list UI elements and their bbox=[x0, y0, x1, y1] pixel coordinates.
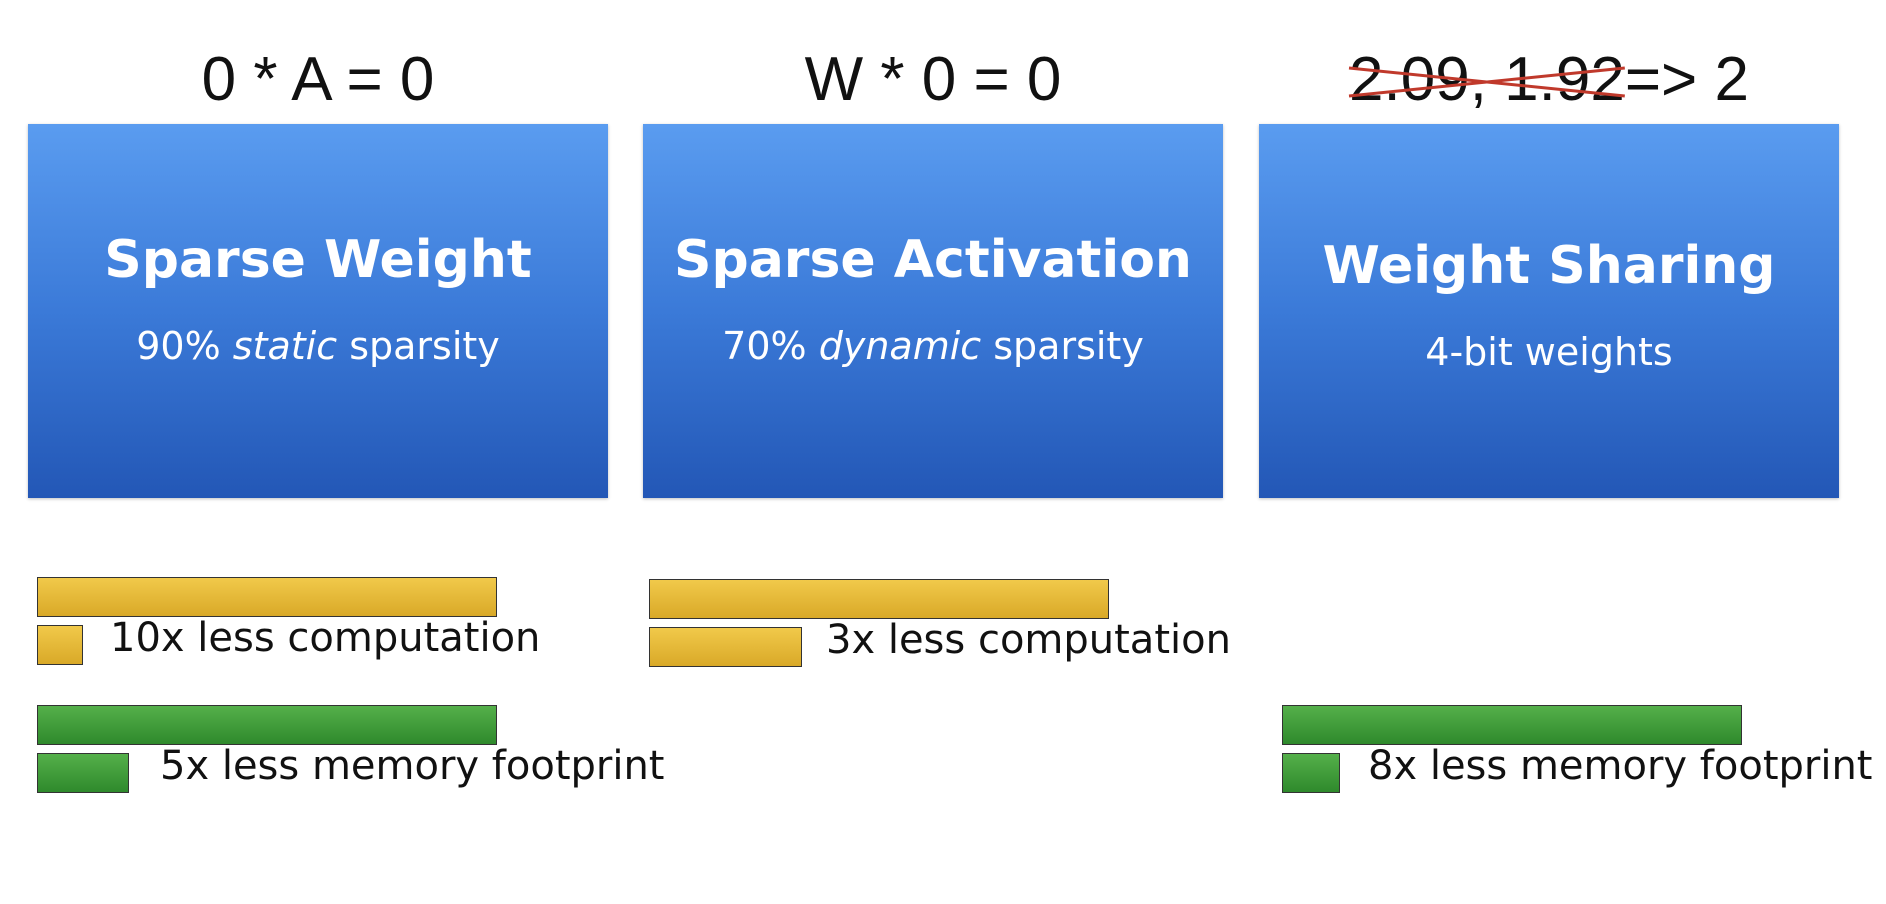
equation-zero-activation: 0 * A = 0 bbox=[201, 45, 435, 114]
computation-baseline-bar bbox=[649, 579, 1109, 619]
panel-title: Weight Sharing bbox=[1322, 236, 1776, 296]
memory-reduced-bar bbox=[37, 753, 129, 793]
struck-values: 2.09, 1.92 bbox=[1349, 40, 1625, 120]
panel-weight-sharing: Weight Sharing 4-bit weights bbox=[1259, 124, 1839, 498]
panel-sparse-activation: Sparse Activation 70% dynamic sparsity bbox=[643, 124, 1223, 498]
panel-subtitle: 70% dynamic sparsity bbox=[722, 324, 1144, 368]
computation-label: 3x less computation bbox=[826, 617, 1231, 663]
memory-baseline-bar bbox=[1282, 705, 1742, 745]
computation-baseline-bar bbox=[37, 577, 497, 617]
panel-subtitle: 4-bit weights bbox=[1425, 330, 1673, 374]
computation-label: 10x less computation bbox=[110, 615, 541, 661]
struck-values-text: 2.09, 1.92 bbox=[1349, 45, 1625, 114]
memory-label: 5x less memory footprint bbox=[160, 743, 665, 789]
memory-baseline-bar bbox=[37, 705, 497, 745]
equation-result: => 2 bbox=[1624, 45, 1749, 114]
equation-zero-weight: W * 0 = 0 bbox=[804, 45, 1062, 114]
strike-cross-icon bbox=[1349, 40, 1625, 120]
equation-weight-sharing: 2.09, 1.92 => 2 bbox=[1259, 40, 1839, 120]
panel-title: Sparse Weight bbox=[104, 230, 532, 290]
computation-reduced-bar bbox=[649, 627, 802, 667]
memory-label: 8x less memory footprint bbox=[1368, 743, 1873, 789]
panel-subtitle: 90% static sparsity bbox=[136, 324, 500, 368]
computation-reduced-bar bbox=[37, 625, 83, 665]
memory-reduced-bar bbox=[1282, 753, 1340, 793]
panel-title: Sparse Activation bbox=[674, 230, 1192, 290]
panel-sparse-weight: Sparse Weight 90% static sparsity bbox=[28, 124, 608, 498]
